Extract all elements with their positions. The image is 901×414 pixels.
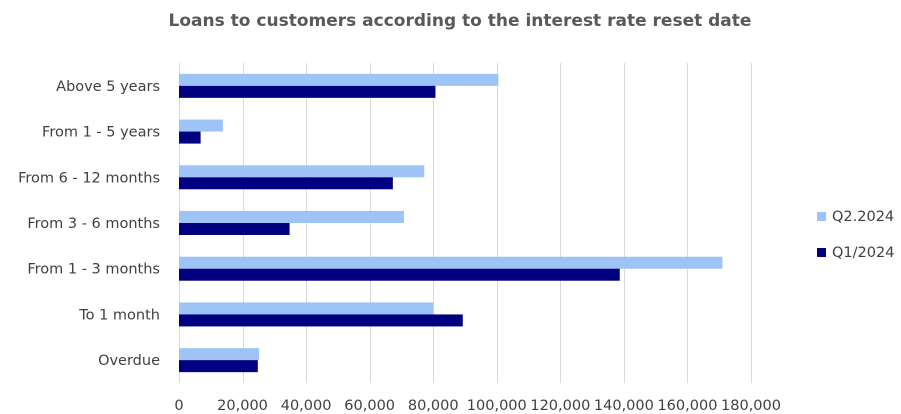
x-tick-label-0: 0	[174, 398, 183, 414]
legend-swatch-0	[817, 212, 826, 221]
grid	[179, 63, 752, 383]
legend-label-1: Q1/2024	[832, 245, 894, 261]
x-tick-label-2: 40,000	[281, 398, 332, 414]
bar-q2-2024-6	[179, 348, 260, 361]
bars	[179, 73, 723, 373]
bar-q1-2024-6	[179, 360, 258, 373]
x-tick-label-1: 20,000	[217, 398, 268, 414]
bar-q2-2024-0	[179, 73, 499, 86]
bar-q1-2024-3	[179, 223, 290, 235]
bar-q2-2024-2	[179, 165, 425, 178]
bar-q1-2024-0	[179, 85, 436, 98]
category-label-2: From 6 - 12 months	[18, 170, 160, 186]
x-tick-label-8: 160,000	[657, 398, 717, 414]
category-labels: Above 5 years From 1 - 5 years From 6 - 12…	[18, 79, 160, 369]
category-label-4: From 1 - 3 months	[27, 262, 160, 278]
bar-q2-2024-5	[179, 302, 434, 315]
x-tick-label-7: 140,000	[594, 398, 654, 414]
category-label-0: Above 5 years	[56, 79, 160, 95]
bar-q1-2024-4	[179, 268, 620, 281]
x-tick-label-6: 120,000	[530, 398, 590, 414]
category-label-5: To 1 month	[78, 307, 160, 323]
bar-q1-2024-2	[179, 177, 393, 190]
x-tick-label-5: 100,000	[467, 398, 527, 414]
category-label-3: From 3 - 6 months	[27, 216, 160, 232]
bar-q1-2024-5	[179, 314, 463, 327]
x-tick-label-3: 60,000	[344, 398, 395, 414]
x-axis-tick-labels: 0 20,000 40,000 60,000 80,000 100,000 120,000 1…	[174, 398, 781, 414]
legend-swatch-1	[817, 248, 826, 257]
chart-title: Loans to customers according to the inte…	[169, 11, 752, 31]
x-tick-label-9: 180,000	[721, 398, 781, 414]
legend: Q2.2024 Q1/2024	[817, 209, 894, 261]
bar-q2-2024-3	[179, 211, 404, 223]
category-label-1: From 1 - 5 years	[42, 125, 160, 141]
bar-q2-2024-4	[179, 256, 723, 269]
legend-label-0: Q2.2024	[832, 209, 894, 225]
bar-q1-2024-1	[179, 131, 201, 144]
x-tick-label-4: 80,000	[408, 398, 459, 414]
bar-q2-2024-1	[179, 119, 223, 132]
category-label-6: Overdue	[98, 353, 160, 369]
